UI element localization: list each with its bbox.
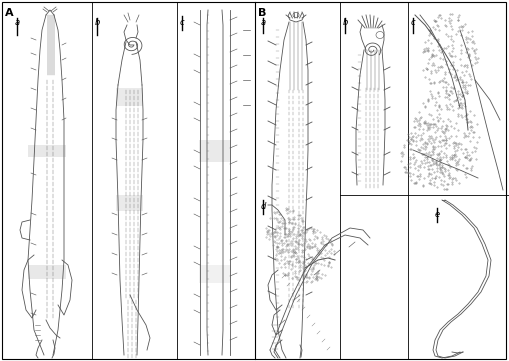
Text: a: a <box>15 18 20 27</box>
Text: b: b <box>343 18 348 27</box>
Text: e: e <box>435 210 440 219</box>
Text: b: b <box>95 18 100 27</box>
Text: B: B <box>258 8 266 18</box>
Text: c: c <box>180 18 185 27</box>
Text: c: c <box>411 18 416 27</box>
Bar <box>199 140 231 162</box>
Bar <box>199 265 231 283</box>
FancyBboxPatch shape <box>2 2 506 359</box>
Text: d: d <box>261 202 266 211</box>
Text: A: A <box>5 8 14 18</box>
Bar <box>116 195 143 211</box>
Bar <box>28 265 66 279</box>
Text: a: a <box>261 18 266 27</box>
Bar <box>116 88 143 106</box>
Bar <box>28 145 66 157</box>
